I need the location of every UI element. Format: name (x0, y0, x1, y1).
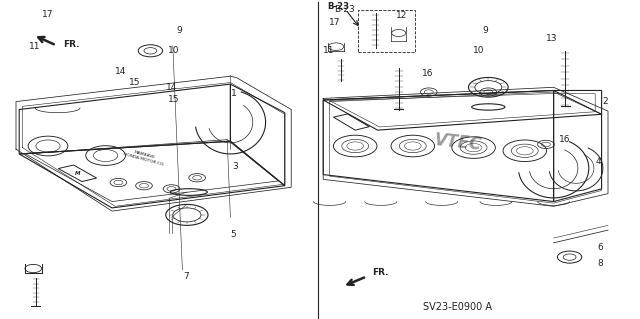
Text: 3: 3 (233, 162, 238, 171)
Text: 10: 10 (168, 46, 180, 55)
Text: FR.: FR. (63, 40, 79, 49)
Text: 10: 10 (473, 46, 484, 55)
Text: 11: 11 (323, 46, 334, 55)
Text: 17: 17 (329, 18, 340, 27)
Text: 15: 15 (168, 95, 180, 105)
Text: 1: 1 (231, 89, 236, 98)
Text: 8: 8 (598, 259, 603, 268)
Text: 9: 9 (483, 26, 488, 35)
Text: 16: 16 (422, 69, 433, 78)
Text: B-23: B-23 (328, 2, 350, 11)
Text: FR.: FR. (372, 268, 388, 277)
Text: B-23: B-23 (334, 5, 355, 14)
Text: 14: 14 (166, 83, 177, 92)
Text: 9: 9 (177, 26, 182, 35)
Text: 4: 4 (596, 157, 601, 167)
Text: 11: 11 (29, 41, 41, 50)
Text: 17: 17 (42, 10, 54, 19)
Text: 5: 5 (231, 230, 236, 239)
Text: 13: 13 (546, 33, 557, 43)
Text: 16: 16 (559, 135, 570, 144)
Text: MAMBAVE
HONDA MOTOR CO.: MAMBAVE HONDA MOTOR CO. (122, 147, 166, 167)
Text: 12: 12 (396, 11, 408, 20)
Text: 2: 2 (602, 97, 607, 106)
Text: VTEC: VTEC (433, 131, 483, 154)
Text: 7: 7 (183, 272, 188, 281)
Text: 14: 14 (115, 67, 126, 76)
Text: 15: 15 (129, 78, 140, 87)
Text: M: M (75, 171, 80, 176)
Text: SV23-E0900 A: SV23-E0900 A (423, 302, 492, 312)
Text: 6: 6 (598, 243, 603, 252)
